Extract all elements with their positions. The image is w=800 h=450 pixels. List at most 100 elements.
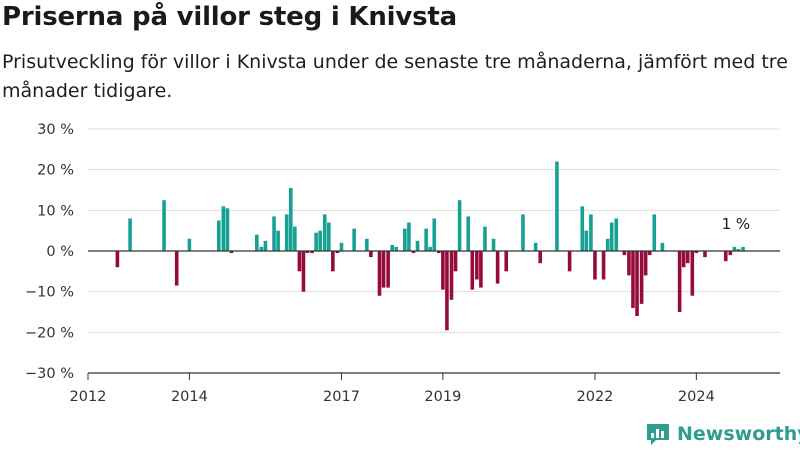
bar-negative <box>567 251 572 272</box>
bar-positive <box>293 226 297 251</box>
bar-negative <box>538 251 543 264</box>
bar-positive <box>128 218 132 251</box>
newsworthy-logo-icon <box>647 424 669 445</box>
bar-positive <box>605 238 610 251</box>
newsworthy-logo-text: Newsworthy <box>677 423 800 445</box>
bar-positive <box>339 242 344 251</box>
bar-positive <box>276 230 280 251</box>
bar-negative <box>728 251 733 256</box>
bar-negative <box>335 251 340 254</box>
bar-positive <box>457 200 462 251</box>
bar-negative <box>627 251 631 276</box>
bar-positive <box>609 222 614 251</box>
bar-positive <box>288 187 293 251</box>
latest-value-label: 1 % <box>722 215 751 233</box>
bar-negative <box>381 251 386 288</box>
bar-positive <box>521 214 525 251</box>
bar-negative <box>453 251 458 272</box>
bar-negative <box>504 251 509 272</box>
bar-positive <box>614 218 619 251</box>
bar-positive <box>589 214 593 251</box>
bar-negative <box>449 251 454 300</box>
x-tick-label: 2017 <box>323 389 360 405</box>
bar-positive <box>736 248 741 251</box>
bar-positive <box>483 226 487 251</box>
bar-positive <box>352 228 356 251</box>
bar-negative <box>437 251 441 254</box>
bar-positive <box>217 220 221 251</box>
y-tick-label: 10 % <box>37 203 74 219</box>
bar-positive <box>284 214 289 251</box>
bar-positive <box>580 206 585 251</box>
bar-positive <box>424 228 428 251</box>
bar-negative <box>411 251 416 254</box>
newsworthy-logo: Newsworthy <box>645 420 800 448</box>
bar-positive <box>741 246 745 251</box>
bar-negative <box>377 251 382 296</box>
bar-negative <box>703 251 707 258</box>
bar-negative <box>690 251 695 296</box>
bar-positive <box>732 246 737 251</box>
bar-positive <box>466 216 471 251</box>
bar-negative <box>639 251 644 304</box>
bar-positive <box>187 238 192 251</box>
bar-positive <box>255 234 259 251</box>
chart-title: Priserna på villor steg i Knivsta <box>2 2 457 32</box>
y-tick-label: −20 % <box>25 325 74 341</box>
bar-positive <box>318 230 322 251</box>
chart-subtitle: Prisutveckling för villor i Knivsta unde… <box>2 51 788 102</box>
bar-negative <box>647 251 652 256</box>
bar-negative <box>369 251 373 258</box>
bar-negative <box>331 251 335 272</box>
bar-negative <box>475 251 479 280</box>
bar-negative <box>470 251 475 290</box>
bar-positive <box>652 214 657 251</box>
bar-negative <box>174 251 179 286</box>
x-tick-label: 2019 <box>424 389 461 405</box>
bar-negative <box>479 251 483 288</box>
bar-positive <box>403 228 407 251</box>
bar-negative <box>593 251 597 280</box>
y-tick-label: 30 % <box>37 122 74 138</box>
bar-positive <box>322 214 327 251</box>
bar-positive <box>365 238 369 251</box>
x-tick-label: 2022 <box>577 389 614 405</box>
bar-positive <box>394 246 399 251</box>
y-tick-label: 20 % <box>37 163 74 179</box>
bar-positive <box>272 216 276 251</box>
bar-negative <box>622 251 627 256</box>
y-tick-label: 0 % <box>46 244 74 260</box>
bar-positive <box>491 238 496 251</box>
y-tick-label: −10 % <box>25 285 74 301</box>
y-tick-label: −30 % <box>25 366 74 382</box>
x-tick-label: 2012 <box>70 389 107 405</box>
x-tick-label: 2024 <box>678 389 715 405</box>
bar-positive <box>162 200 166 251</box>
bar-negative <box>643 251 648 276</box>
zero-line <box>88 250 780 374</box>
x-tick-label: 2014 <box>171 389 208 405</box>
bar-negative <box>631 251 635 308</box>
bar-negative <box>694 251 699 254</box>
y-axis-ticks: 30 % 20 % 10 % 0 % −10 % −20 % −30 % <box>25 122 74 382</box>
bar-positive <box>415 240 420 251</box>
bar-positive <box>314 232 318 251</box>
bar-negative <box>685 251 690 264</box>
bar-positive <box>660 242 665 251</box>
bar-negative <box>495 251 500 284</box>
bar-negative <box>229 251 234 254</box>
bar-positive <box>555 161 559 251</box>
bar-negative <box>297 251 302 272</box>
bar-negative <box>115 251 120 268</box>
bar-positive <box>259 246 264 251</box>
bar-negative <box>723 251 728 262</box>
bar-negative <box>386 251 390 288</box>
bar-positive <box>584 230 589 251</box>
bar-negative <box>601 251 606 280</box>
bar-positive <box>432 218 437 251</box>
bar-positive <box>533 242 538 251</box>
bar-negative <box>310 251 314 254</box>
bar-positive <box>327 222 331 251</box>
bar-positive <box>263 240 268 251</box>
